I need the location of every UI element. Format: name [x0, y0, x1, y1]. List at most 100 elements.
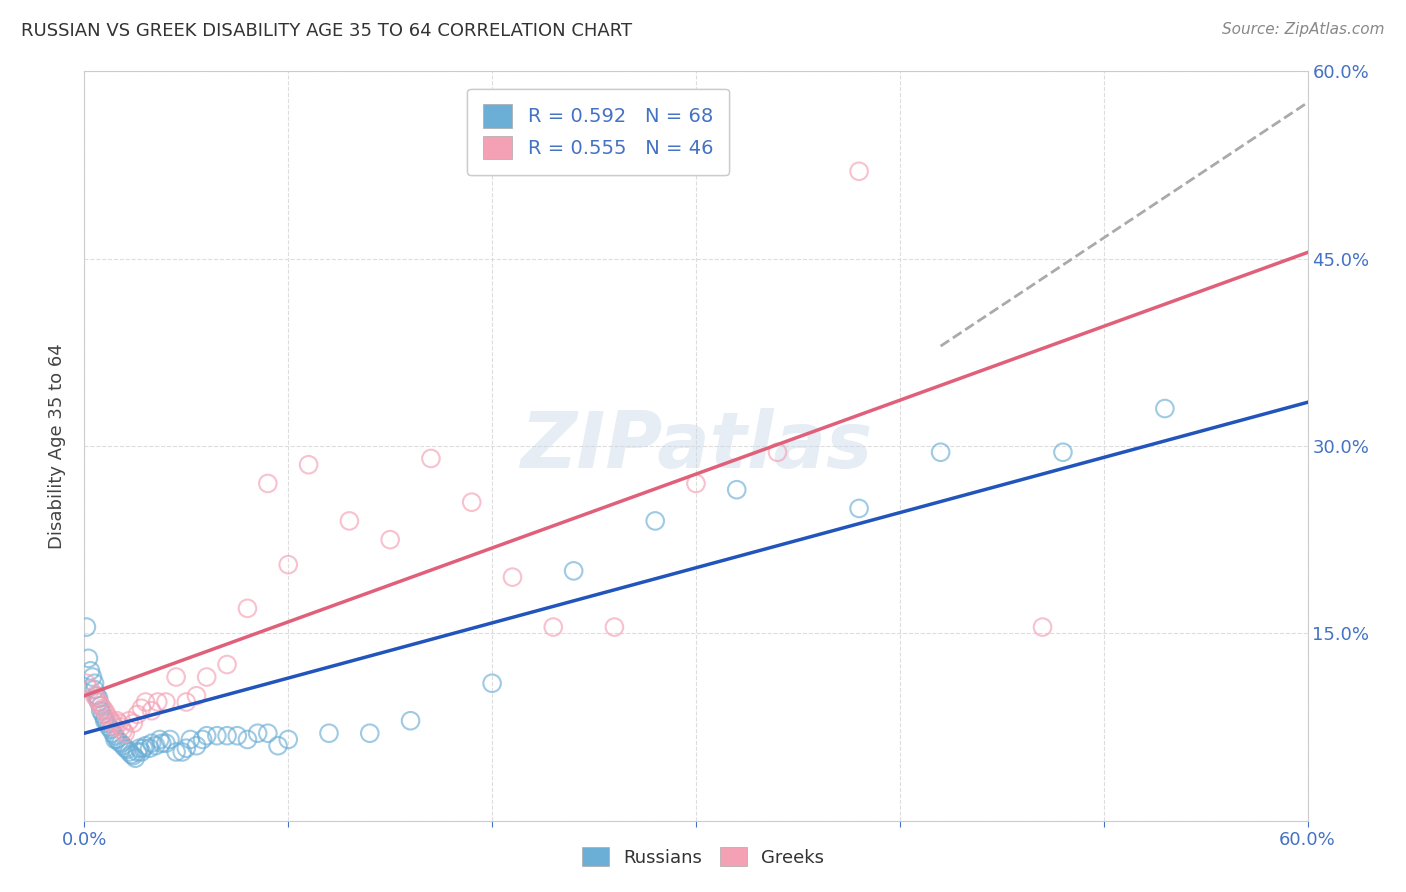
- Point: [122, 716, 145, 731]
- Point: [108, 716, 131, 731]
- Point: [108, 735, 131, 749]
- Point: [122, 748, 145, 763]
- Point: [114, 741, 136, 756]
- Point: [205, 729, 228, 743]
- Point: [929, 445, 952, 459]
- Legend: R = 0.592   N = 68, R = 0.555   N = 46: R = 0.592 N = 68, R = 0.555 N = 46: [467, 88, 728, 175]
- Point: [1154, 401, 1177, 416]
- Point: [141, 736, 163, 750]
- Point: [359, 726, 381, 740]
- Point: [83, 682, 105, 697]
- Point: [543, 620, 565, 634]
- Text: ZIPatlas: ZIPatlas: [520, 408, 872, 484]
- Point: [132, 741, 155, 756]
- Point: [318, 726, 340, 740]
- Point: [100, 723, 122, 737]
- Point: [848, 501, 870, 516]
- Point: [110, 736, 132, 750]
- Point: [141, 704, 163, 718]
- Y-axis label: Disability Age 35 to 64: Disability Age 35 to 64: [48, 343, 66, 549]
- Point: [91, 701, 114, 715]
- Point: [79, 664, 101, 678]
- Point: [848, 164, 870, 178]
- Point: [91, 707, 114, 722]
- Point: [725, 483, 748, 497]
- Point: [93, 704, 115, 718]
- Point: [277, 558, 299, 572]
- Point: [82, 670, 104, 684]
- Point: [135, 739, 157, 753]
- Point: [110, 720, 132, 734]
- Point: [257, 726, 280, 740]
- Point: [104, 732, 127, 747]
- Point: [90, 704, 112, 718]
- Point: [236, 732, 259, 747]
- Point: [277, 732, 299, 747]
- Point: [246, 726, 269, 740]
- Point: [87, 691, 110, 706]
- Point: [420, 451, 443, 466]
- Point: [100, 714, 122, 728]
- Point: [191, 732, 214, 747]
- Point: [118, 714, 141, 728]
- Point: [603, 620, 626, 634]
- Point: [174, 695, 197, 709]
- Point: [75, 676, 97, 690]
- Point: [502, 570, 524, 584]
- Point: [101, 726, 124, 740]
- Point: [135, 695, 157, 709]
- Point: [131, 701, 153, 715]
- Point: [77, 651, 100, 665]
- Point: [120, 747, 142, 762]
- Point: [127, 745, 149, 759]
- Point: [195, 729, 218, 743]
- Point: [114, 726, 136, 740]
- Point: [115, 742, 138, 756]
- Point: [90, 698, 112, 713]
- Point: [155, 736, 177, 750]
- Point: [685, 476, 707, 491]
- Legend: Russians, Greeks: Russians, Greeks: [574, 840, 832, 874]
- Point: [562, 564, 585, 578]
- Point: [75, 620, 97, 634]
- Point: [86, 689, 108, 703]
- Point: [186, 689, 208, 703]
- Point: [186, 739, 208, 753]
- Point: [298, 458, 321, 472]
- Point: [226, 729, 249, 743]
- Point: [97, 711, 120, 725]
- Point: [217, 729, 239, 743]
- Point: [165, 745, 187, 759]
- Point: [127, 707, 149, 722]
- Point: [172, 745, 194, 759]
- Point: [267, 739, 290, 753]
- Point: [461, 495, 484, 509]
- Point: [339, 514, 361, 528]
- Point: [93, 711, 115, 725]
- Point: [96, 707, 118, 722]
- Text: Source: ZipAtlas.com: Source: ZipAtlas.com: [1222, 22, 1385, 37]
- Point: [112, 739, 135, 753]
- Point: [159, 732, 181, 747]
- Point: [104, 729, 127, 743]
- Text: RUSSIAN VS GREEK DISABILITY AGE 35 TO 64 CORRELATION CHART: RUSSIAN VS GREEK DISABILITY AGE 35 TO 64…: [21, 22, 633, 40]
- Point: [105, 714, 128, 728]
- Point: [112, 723, 135, 738]
- Point: [101, 716, 124, 731]
- Point: [1052, 445, 1074, 459]
- Point: [217, 657, 239, 672]
- Point: [128, 741, 150, 756]
- Point: [118, 745, 141, 759]
- Point: [79, 682, 101, 697]
- Point: [481, 676, 503, 690]
- Point: [174, 741, 197, 756]
- Point: [93, 714, 115, 728]
- Point: [155, 695, 177, 709]
- Point: [90, 698, 112, 713]
- Point: [131, 745, 153, 759]
- Point: [138, 741, 160, 756]
- Point: [86, 691, 108, 706]
- Point: [150, 736, 173, 750]
- Point: [83, 689, 105, 703]
- Point: [1032, 620, 1054, 634]
